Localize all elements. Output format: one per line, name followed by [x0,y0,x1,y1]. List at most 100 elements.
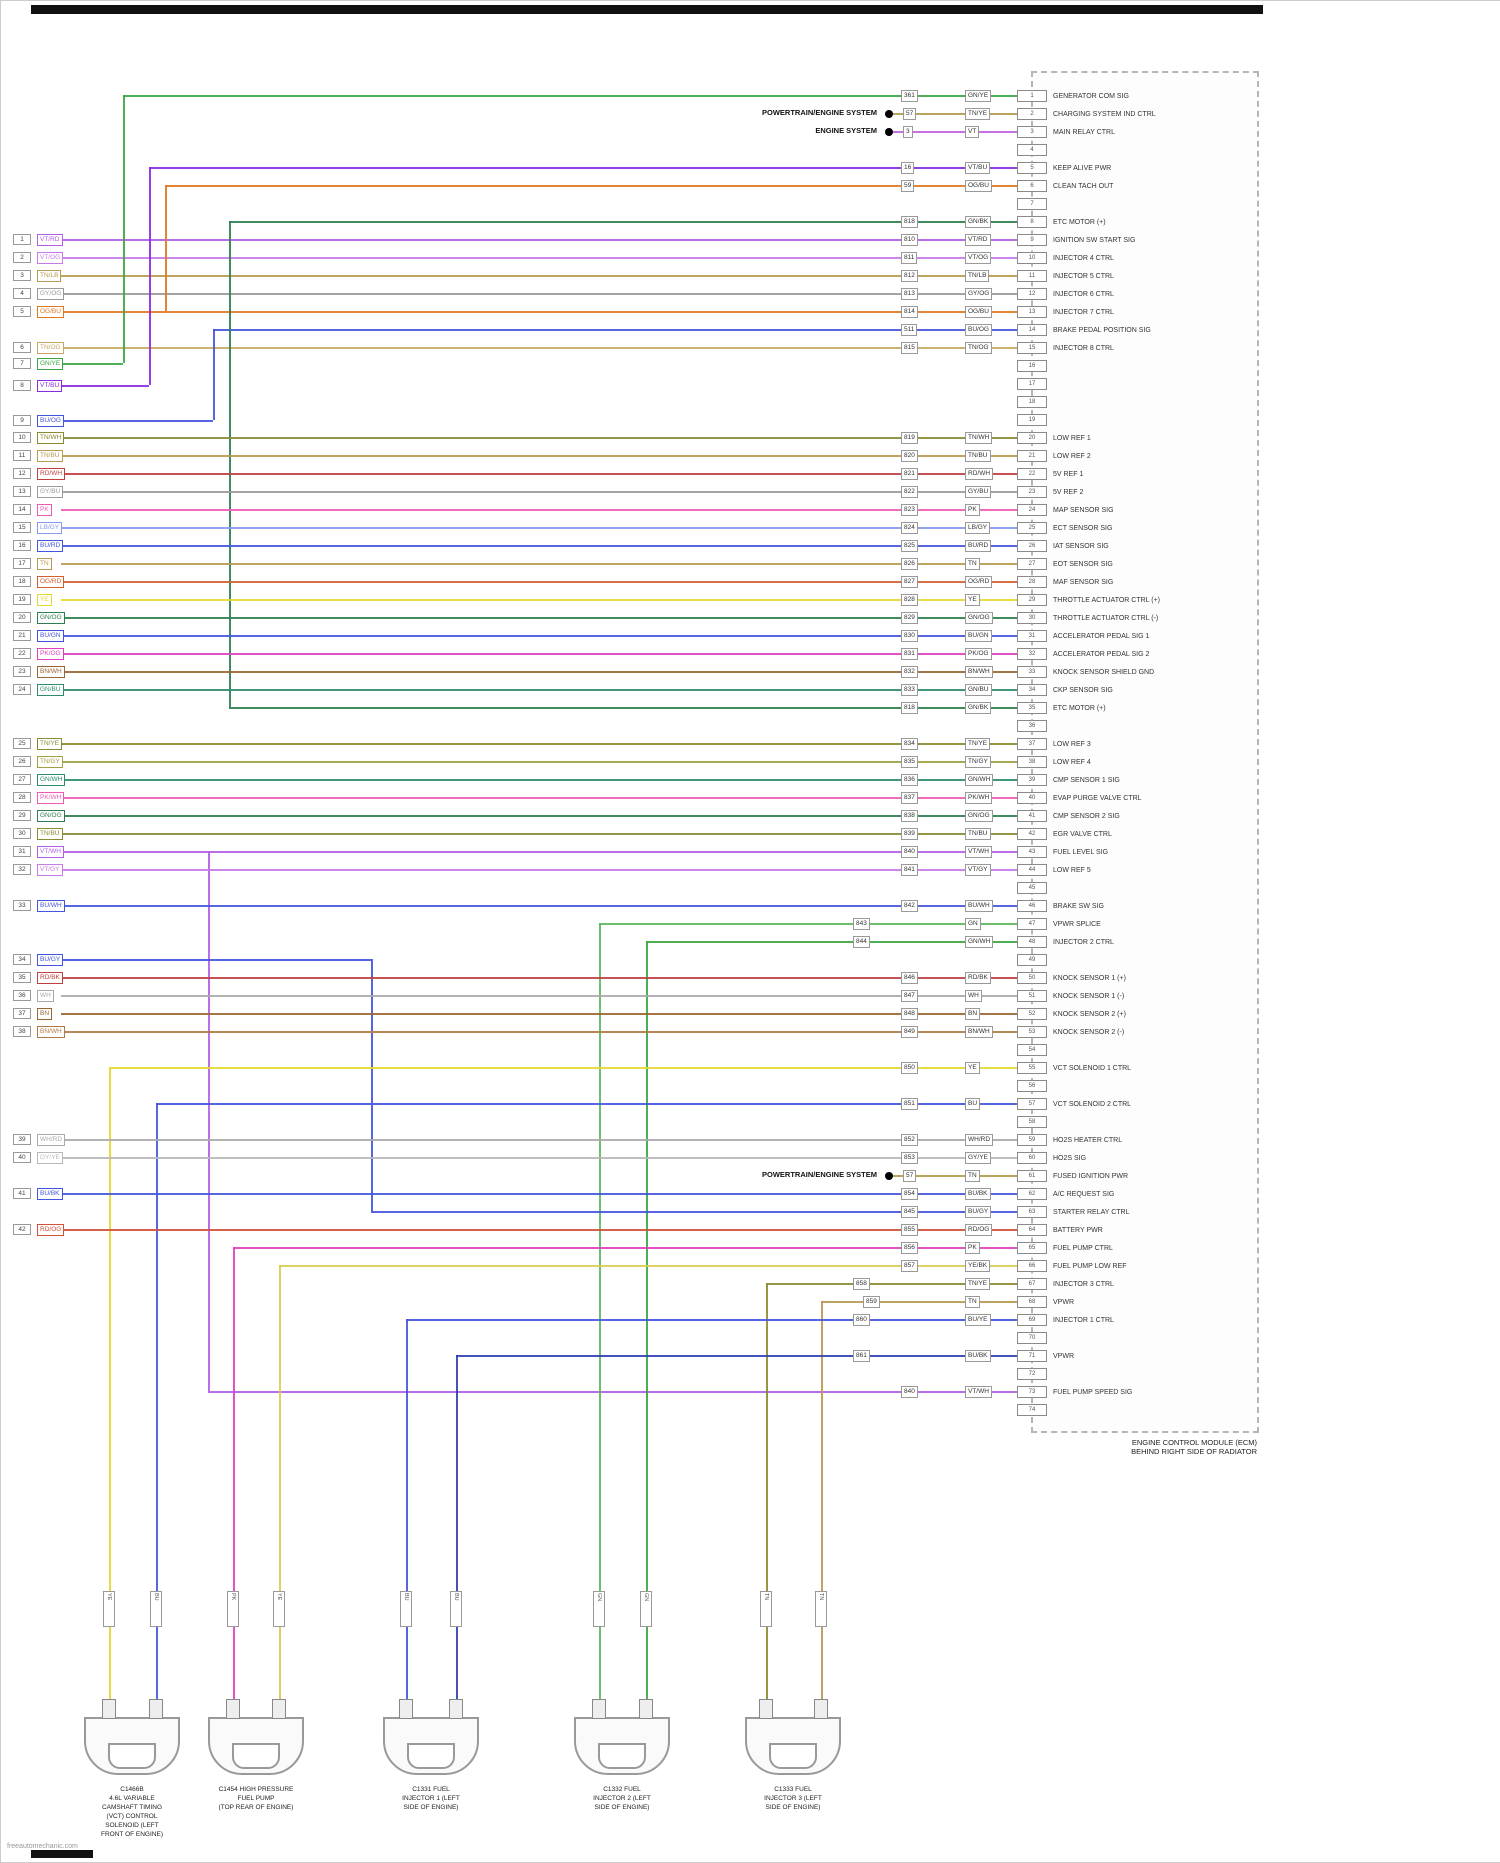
wire-segment [889,113,1031,115]
connector-pin: 61 [1017,1170,1047,1182]
pin-label: FUSED IGNITION PWR [1053,1173,1129,1180]
wire-segment [61,869,1031,871]
wire-tag: GN/OG [965,612,993,624]
wire-tag: GN/OG [965,810,993,822]
left-pin-number: 18 [13,576,31,587]
connector-pin: 7 [1017,198,1047,210]
wire-segment [61,761,1031,763]
left-wire-code: VT/GY [37,864,63,876]
component-lead-tag: BU [450,1591,462,1627]
wire-tag: TN [965,558,980,570]
connector-pin: 28 [1017,576,1047,588]
left-pin-number: 17 [13,558,31,569]
pin-label: THROTTLE ACTUATOR CTRL (+) [1053,597,1161,604]
connector-pin: 36 [1017,720,1047,732]
wire-segment [456,1355,1031,1357]
wire-tag: 840 [901,846,918,858]
left-wire-code: VT/RD [37,234,63,246]
connector-pin: 72 [1017,1368,1047,1380]
pin-label: A/C REQUEST SIG [1053,1191,1115,1198]
connector-pin: 69 [1017,1314,1047,1326]
wire-segment [61,311,1031,313]
component-lead-tag: GN [593,1591,605,1627]
wire-segment [61,905,1031,907]
wire-tag: 855 [901,1224,918,1236]
wire-tag: GY/BU [965,486,992,498]
wire-tag: VT/OG [965,252,992,264]
left-pin-number: 39 [13,1134,31,1145]
left-pin-number: 10 [13,432,31,443]
pin-label: ETC MOTOR (+) [1053,219,1106,226]
wire-tag: 819 [901,432,918,444]
wire-segment [109,1067,1031,1069]
connector-pin: 5 [1017,162,1047,174]
wire-segment [279,1265,281,1700]
left-wire-code: GN/OG [37,612,65,624]
wire-tag: BU/BK [965,1350,991,1362]
component-lead-tag: TN [815,1591,827,1627]
component-lead-pin [149,1699,163,1719]
wire-segment [61,1013,1031,1015]
left-wire-code: BU/OG [37,415,64,427]
left-pin-number: 7 [13,358,31,369]
wire-segment [208,1391,1031,1393]
wire-tag: GN/WH [965,936,994,948]
pin-label: INJECTOR 5 CTRL [1053,273,1114,280]
connector-pin: 32 [1017,648,1047,660]
wire-segment [61,635,1031,637]
connector-pin: 37 [1017,738,1047,750]
left-pin-number: 41 [13,1188,31,1199]
left-wire-code: VT/WH [37,846,64,858]
component-lead-tag: YE [103,1591,115,1627]
connector-pin: 51 [1017,990,1047,1002]
pin-label: INJECTOR 4 CTRL [1053,255,1114,262]
wire-tag: 848 [901,1008,918,1020]
connector-pin: 29 [1017,594,1047,606]
left-pin-number: 40 [13,1152,31,1163]
wire-segment [165,185,1031,187]
wire-segment [61,420,213,422]
left-wire-code: GY/OG [37,288,65,300]
connector-pin: 56 [1017,1080,1047,1092]
component-label: 4.6L VARIABLE [109,1795,155,1802]
left-wire-code: GY/BU [37,486,64,498]
connector-pin: 34 [1017,684,1047,696]
component-label: C1333 FUEL [774,1786,812,1793]
left-wire-code: PK/OG [37,648,64,660]
wire-segment [213,329,215,420]
connector-pin: 19 [1017,414,1047,426]
connector-pin: 50 [1017,972,1047,984]
left-wire-code: OG/RD [37,576,65,588]
wire-segment [61,1229,1031,1231]
connector-pin: 41 [1017,810,1047,822]
wire-tag: 842 [901,900,918,912]
splice-dot [885,1172,893,1180]
wire-tag: BU/GN [965,630,992,642]
component-inner [769,1743,817,1769]
left-pin-number: 23 [13,666,31,677]
pin-label: FUEL PUMP LOW REF [1053,1263,1127,1270]
wire-tag: 818 [901,216,918,228]
pin-label: INJECTOR 3 CTRL [1053,1281,1114,1288]
wire-tag: RD/WH [965,468,994,480]
connector-pin: 67 [1017,1278,1047,1290]
connector-pin: 55 [1017,1062,1047,1074]
wire-tag: TN/LB [965,270,990,282]
component-label: CAMSHAFT TIMING [101,1804,163,1811]
component-label: INJECTOR 2 (LEFT [593,1795,651,1802]
left-pin-number: 9 [13,415,31,426]
wire-segment [821,1301,1031,1303]
pin-label: INJECTOR 1 CTRL [1053,1317,1114,1324]
wire-tag: VT/WH [965,1386,992,1398]
left-pin-number: 28 [13,792,31,803]
wire-tag: 57 [903,108,917,120]
system-label: ENGINE SYSTEM [815,126,877,135]
left-pin-number: 34 [13,954,31,965]
connector-pin: 12 [1017,288,1047,300]
wire-tag: RD/BK [965,972,991,984]
wire-segment [233,1247,235,1700]
left-wire-code: RD/OG [37,1224,65,1236]
wire-segment [61,1157,1031,1159]
wire-segment [109,1067,111,1700]
left-wire-code: TN/YE [37,738,63,750]
